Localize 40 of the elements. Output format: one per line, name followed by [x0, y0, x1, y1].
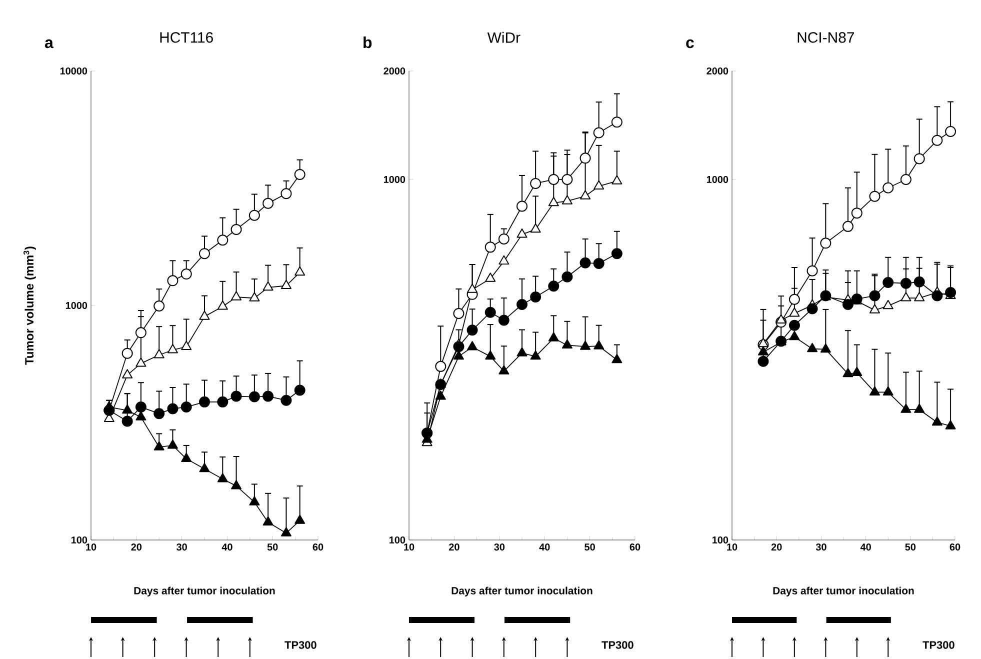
x-tick-label: 20 [131, 544, 142, 551]
x-tick-label: 10 [86, 544, 96, 551]
x-tick-label: 40 [539, 544, 550, 551]
x-tick-label: 40 [222, 544, 232, 551]
x-tick-label: 60 [312, 544, 324, 551]
chart-title: HCT116 [160, 32, 213, 43]
text: TP300 [284, 641, 316, 649]
y-tick-label: 100 [712, 536, 728, 544]
y-tick-label: 1000 [384, 176, 406, 184]
chart-title: NCI-N87 [798, 32, 854, 43]
y-tick-label: 100 [71, 536, 88, 544]
x-tick-label: 10 [404, 544, 414, 551]
x-tick-label: 60 [630, 544, 640, 551]
y-tick-label: 1000 [706, 176, 728, 184]
x-axis-title: Days after tumor inoculation [134, 586, 275, 596]
y-tick-label: 1000 [66, 302, 88, 310]
x-tick-label: 60 [950, 544, 960, 551]
y-tick-label: 2000 [706, 67, 728, 75]
x-axis-title: Days after tumor inoculation [773, 586, 914, 596]
text: b [364, 36, 372, 48]
y-tick-label: 100 [389, 536, 406, 544]
x-tick-label: 30 [176, 544, 187, 551]
x-tick-label: 10 [727, 544, 738, 551]
x-tick-label: 50 [905, 544, 916, 551]
y-tick-label: 2000 [384, 67, 406, 75]
x-tick-label: 20 [449, 544, 460, 551]
x-axis-title: Days after tumor inoculation [452, 586, 592, 596]
x-tick-label: 50 [584, 544, 595, 551]
x-tick-label: 30 [816, 544, 826, 551]
text: c [686, 39, 694, 48]
text: TP300 [602, 641, 634, 649]
x-tick-label: 30 [494, 544, 505, 551]
y-tick-label: 10000 [60, 67, 88, 75]
x-tick-label: 20 [771, 544, 782, 551]
x-tick-label: 40 [860, 544, 871, 551]
text: a [44, 39, 54, 48]
y-axis-title: Tumor volume (mm$^{3}$) [24, 246, 36, 365]
chart-title: WiDr [487, 32, 520, 43]
x-tick-label: 50 [267, 544, 278, 551]
text: TP300 [922, 641, 954, 649]
